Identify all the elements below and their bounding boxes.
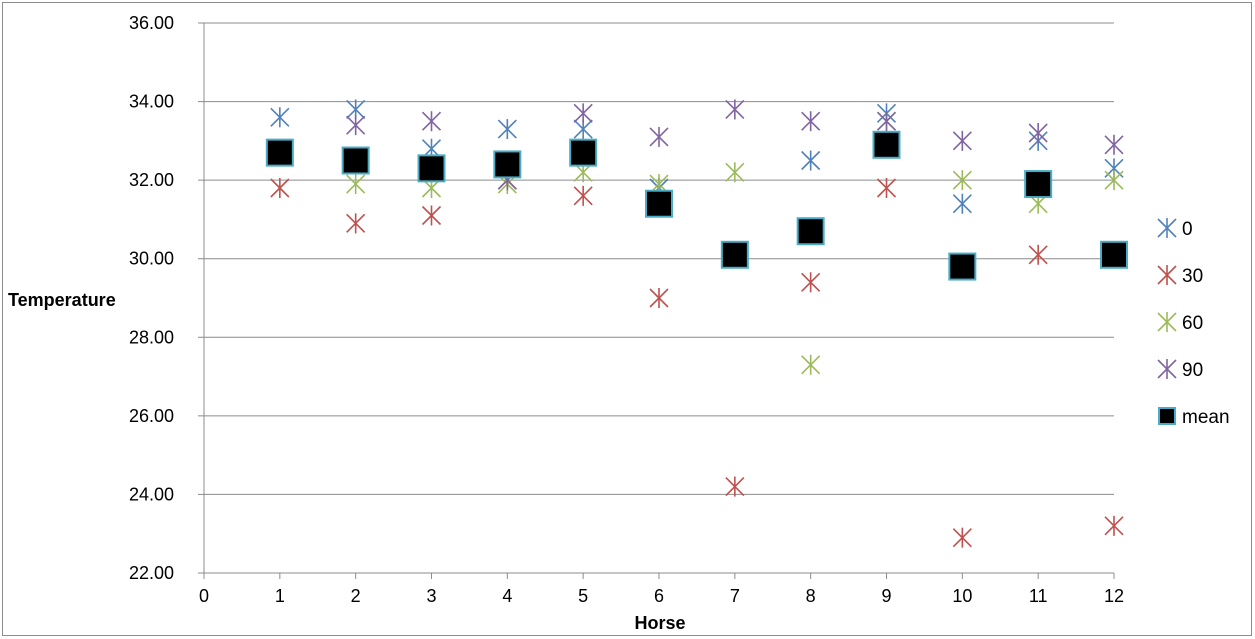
x-tick-label: 2 <box>351 586 361 606</box>
x-tick-label: 4 <box>502 586 512 606</box>
legend-item-0: 0 <box>1157 218 1193 240</box>
series-30-point <box>1104 515 1124 536</box>
x-tick-label: 11 <box>1029 586 1048 606</box>
legend-label: 90 <box>1182 360 1203 381</box>
x-tick-label: 5 <box>578 586 588 606</box>
series-30-point <box>573 185 593 206</box>
legend-item-mean: mean <box>1158 407 1230 428</box>
y-tick-label: 26.00 <box>129 406 174 426</box>
tick-labels: 22.00 24.00 26.00 28.00 30.00 32.00 34.00 36.00… <box>129 13 1124 606</box>
series-90-point <box>801 111 821 132</box>
mean-point <box>417 154 446 183</box>
mean-point <box>341 146 370 175</box>
legend-marker <box>1157 265 1177 285</box>
y-axis-title: Temperature <box>8 290 116 310</box>
series-30-point <box>421 205 442 226</box>
y-tick-label: 34.00 <box>129 92 174 112</box>
y-tick-label: 24.00 <box>129 484 174 504</box>
series-90-point <box>1028 123 1048 143</box>
series-60-point <box>952 170 972 191</box>
legend-marker <box>1158 407 1176 425</box>
legend-item-60: 60 <box>1157 312 1203 334</box>
legend: 0 30 60 90 mean <box>1157 218 1230 428</box>
series-30-point <box>1028 244 1048 265</box>
y-tick-label: 32.00 <box>129 170 174 190</box>
legend-marker <box>1157 312 1177 332</box>
legend-label: 30 <box>1182 266 1203 287</box>
x-tick-label: 12 <box>1104 586 1124 606</box>
series-0-point <box>952 193 972 214</box>
y-tick-label: 28.00 <box>129 327 174 347</box>
y-tick-label: 30.00 <box>129 249 174 269</box>
series-30-point <box>876 178 897 198</box>
legend-label: 60 <box>1182 313 1203 334</box>
mean-point <box>720 240 749 269</box>
y-tick-label: 36.00 <box>129 13 174 33</box>
gridlines <box>204 22 1114 495</box>
mean-point <box>948 252 977 281</box>
series-30-point <box>725 476 745 497</box>
series-60-point <box>1104 170 1124 191</box>
series-90-point <box>725 99 745 120</box>
series-90-point <box>876 111 897 132</box>
legend-item-90: 90 <box>1157 359 1203 381</box>
x-tick-label: 10 <box>952 586 972 606</box>
mean-point <box>645 189 673 218</box>
x-tick-label: 8 <box>806 586 816 606</box>
series-60-point <box>725 162 745 183</box>
mean-point <box>1024 170 1053 199</box>
series-0-point <box>497 119 517 140</box>
legend-label: mean <box>1182 407 1230 428</box>
mean-point <box>265 138 294 167</box>
series-30-point <box>952 527 972 548</box>
y-tick-label: 22.00 <box>129 563 174 583</box>
mean-point <box>569 138 598 167</box>
mean-point <box>1100 240 1128 269</box>
series-90-point <box>346 115 366 136</box>
x-tick-label: 1 <box>275 586 285 606</box>
series-0-point <box>801 150 821 171</box>
mean-point <box>872 130 901 159</box>
legend-item-30: 30 <box>1157 265 1203 287</box>
x-axis-title: Horse <box>634 613 685 633</box>
legend-marker <box>1157 359 1177 379</box>
series-90-point <box>573 103 593 124</box>
x-tick-label: 0 <box>199 586 209 606</box>
series-30-point <box>801 272 821 293</box>
series-30-point <box>270 178 290 198</box>
series-60-point <box>801 354 821 375</box>
series-90-point <box>952 130 972 151</box>
data-points <box>265 99 1128 548</box>
legend-marker <box>1157 218 1177 238</box>
series-90-point <box>649 126 669 147</box>
series-60-point <box>346 174 366 195</box>
x-tick-label: 3 <box>426 586 436 606</box>
axes <box>198 22 1115 579</box>
x-tick-label: 9 <box>881 586 891 606</box>
x-tick-label: 6 <box>654 586 664 606</box>
series-90-point <box>421 111 442 132</box>
series-90-point <box>1104 134 1124 155</box>
mean-point <box>796 217 825 246</box>
mean-point <box>493 150 522 179</box>
legend-label: 0 <box>1182 219 1193 240</box>
series-30-point <box>346 213 366 234</box>
x-tick-label: 7 <box>730 586 740 606</box>
series-30-point <box>649 288 669 308</box>
series-0-point <box>270 107 290 128</box>
